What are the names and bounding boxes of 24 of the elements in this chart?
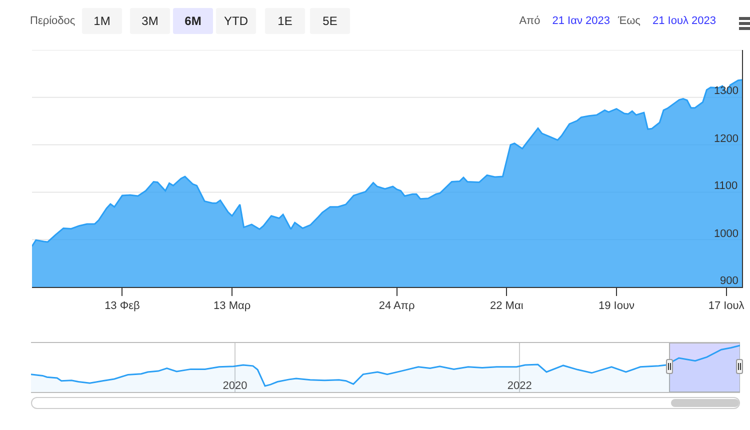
text: 6M [173, 8, 213, 34]
x-tick-label: 19 Ιουν [598, 300, 635, 312]
text: 21 Ιαν 2023 [552, 15, 610, 27]
text: 3M [130, 8, 170, 34]
x-tick-label: 2020 [222, 380, 248, 392]
y-tick-label: 1100 [714, 180, 738, 192]
text: YTD [216, 8, 256, 34]
x-tick-label: 2022 [507, 380, 532, 392]
x-tick-label: 13 Φεβ [104, 300, 140, 312]
x-tick-label: 24 Απρ [378, 300, 415, 312]
y-tick-label: 1300 [714, 85, 738, 97]
x-tick-label: 17 Ιουλ [708, 300, 745, 312]
text: 1M [82, 8, 122, 34]
text: Περίοδος [30, 15, 76, 27]
x-tick-label: 22 Μαι [490, 300, 524, 312]
text: Έως [618, 15, 640, 27]
text: 5E [310, 8, 350, 34]
y-tick-label: 900 [720, 275, 738, 287]
text: Από [519, 15, 540, 27]
x-tick-label: 13 Μαρ [214, 300, 251, 312]
y-tick-label: 1200 [714, 133, 738, 145]
y-tick-label: 1000 [714, 228, 738, 240]
text: 1E [265, 8, 305, 34]
text: 21 Ιουλ 2023 [652, 15, 716, 27]
